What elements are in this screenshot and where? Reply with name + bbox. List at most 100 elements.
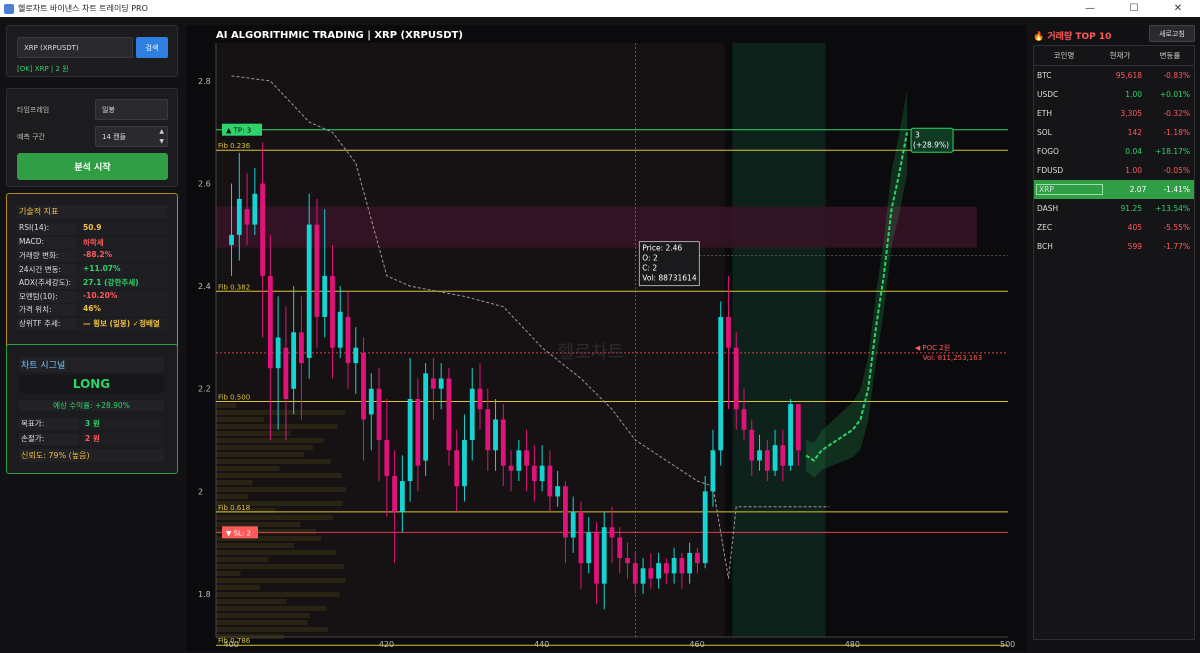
- candle-body: [671, 558, 677, 574]
- coin-change: -0.05%: [1163, 166, 1190, 175]
- candle-body: [337, 311, 343, 348]
- indicator-value: 27.1 (강한추세): [79, 277, 169, 289]
- coin-name: FDUSD: [1037, 166, 1064, 175]
- signal-value: LONG: [19, 375, 164, 393]
- candle-body: [601, 527, 607, 584]
- poc-label: ◀ POC 2원: [915, 343, 950, 352]
- coin-row-bch[interactable]: BCH 599 -1.77%: [1034, 237, 1194, 256]
- stop-value: 2 원: [81, 433, 164, 445]
- candle-body: [749, 429, 755, 461]
- coin-change: -0.32%: [1163, 109, 1190, 118]
- chart-canvas[interactable]: 1.8 2 2.2 2.4 2.6 2.8 400 420 440 460 480 500 Fib 0.…: [186, 25, 1026, 651]
- price-chart[interactable]: 1.8 2 2.2 2.4 2.6 2.8 400 420 440 460 480 500 Fib 0.…: [186, 25, 1026, 651]
- coin-price: 142: [1127, 128, 1142, 137]
- y-tick-label: 2.8: [198, 77, 211, 86]
- indicator-row: MACD: 하락세: [17, 236, 169, 249]
- coin-row-dash[interactable]: DASH 91.25 +13.54%: [1034, 199, 1194, 218]
- indicator-label: 거래량 변화:: [17, 250, 77, 262]
- target-value: 3 원: [81, 418, 164, 430]
- volume-profile-bar: [216, 494, 248, 499]
- candle-body: [345, 316, 351, 364]
- search-input[interactable]: [17, 37, 133, 58]
- forecast-spinbox[interactable]: 14 캔들 ▲ ▼: [95, 126, 168, 147]
- top10-table-header: 코인명 현재가 변동률: [1034, 46, 1194, 66]
- candle-body: [314, 224, 320, 317]
- minimize-button[interactable]: —: [1085, 3, 1095, 14]
- coin-name: ZEC: [1037, 223, 1053, 232]
- coin-change: +13.54%: [1155, 204, 1190, 213]
- volume-profile-bar: [216, 473, 342, 478]
- coin-name: BTC: [1037, 71, 1052, 80]
- candle-body: [469, 388, 475, 441]
- indicator-value: 50.9: [79, 223, 169, 235]
- candle-body: [446, 378, 452, 451]
- candle-body: [500, 419, 506, 466]
- indicator-value: -10.20%: [79, 290, 169, 303]
- forecast-zone: [732, 43, 826, 637]
- coin-row-eth[interactable]: ETH 3,305 -0.32%: [1034, 104, 1194, 123]
- coin-row-fdusd[interactable]: FDUSD 1.00 -0.05%: [1034, 161, 1194, 180]
- volume-profile-bar: [216, 466, 280, 471]
- coin-row-fogo[interactable]: FOGO 0.04 +18.17%: [1034, 142, 1194, 161]
- coin-name: USDC: [1037, 90, 1059, 99]
- coin-change: -1.41%: [1163, 185, 1191, 194]
- col-price[interactable]: 현재가: [1109, 51, 1131, 60]
- coin-row-btc[interactable]: BTC 95,618 -0.83%: [1034, 66, 1194, 85]
- window-title: 헬로차트 바이낸스 차트 트레이딩 PRO: [18, 4, 148, 13]
- coin-price: 91.25: [1120, 204, 1142, 213]
- candle-body: [275, 337, 281, 369]
- candle-body: [632, 563, 638, 584]
- coin-price: 1.00: [1125, 166, 1142, 175]
- indicator-row: 거래량 변화: -88.2%: [17, 250, 169, 262]
- candle-body: [741, 409, 747, 430]
- volume-profile-bar: [216, 459, 331, 464]
- coin-change: -1.18%: [1163, 128, 1190, 137]
- sl-badge: [222, 526, 258, 539]
- candle-body: [454, 450, 460, 487]
- candle-body: [415, 398, 421, 466]
- forecast-band: [806, 90, 908, 478]
- volume-profile-bar: [216, 620, 308, 625]
- analyze-button[interactable]: 분석 시작: [17, 153, 168, 180]
- indicator-row: 상위TF 추세: — 횡보 (일봉) ✓정배열: [17, 317, 169, 330]
- candle-body: [361, 352, 366, 420]
- target-row: 목표가: 3 원: [19, 418, 164, 430]
- refresh-button[interactable]: 새로고침: [1149, 25, 1195, 42]
- spin-down-icon[interactable]: ▼: [159, 138, 164, 145]
- col-name[interactable]: 코인명: [1053, 51, 1075, 60]
- volume-profile-bar: [216, 550, 337, 555]
- col-change[interactable]: 변동률: [1159, 51, 1181, 60]
- coin-change: +18.17%: [1155, 147, 1190, 156]
- coin-row-zec[interactable]: ZEC 405 -5.55%: [1034, 218, 1194, 237]
- target-label: 목표가:: [19, 418, 79, 430]
- candle-body: [563, 486, 568, 538]
- indicator-value: +11.07%: [79, 263, 169, 276]
- candle-body: [267, 275, 273, 369]
- coin-name: SOL: [1037, 128, 1052, 137]
- indicator-label: 가격 위치:: [17, 304, 77, 316]
- coin-change: -5.55%: [1163, 223, 1190, 232]
- indicator-value: — 횡보 (일봉) ✓정배열: [79, 317, 169, 330]
- forecast-line: [805, 132, 909, 462]
- indicator-label: MACD:: [17, 236, 77, 249]
- candle-body: [244, 209, 250, 225]
- candle-body: [384, 440, 390, 476]
- maximize-button[interactable]: ☐: [1129, 3, 1139, 14]
- timeframe-select[interactable]: 일봉: [95, 99, 168, 120]
- volume-profile-bar: [216, 431, 291, 436]
- candle-body: [291, 332, 297, 389]
- indicator-row: 가격 위치: 46%: [17, 304, 169, 316]
- volume-profile-bar: [216, 571, 241, 576]
- coin-row-sol[interactable]: SOL 142 -1.18%: [1034, 123, 1194, 142]
- coin-price: 95,618: [1115, 71, 1142, 80]
- search-button[interactable]: 검색: [136, 37, 168, 58]
- close-button[interactable]: ✕: [1173, 3, 1183, 14]
- coin-row-xrp[interactable]: XRP 2.07 -1.41%: [1034, 180, 1194, 199]
- spin-up-icon[interactable]: ▲: [159, 128, 164, 135]
- coin-row-usdc[interactable]: USDC 1.00 +0.01%: [1034, 85, 1194, 104]
- volume-profile-bar: [216, 529, 317, 534]
- volume-profile-bar: [216, 452, 304, 457]
- indicator-row: 모멘텀(10): -10.20%: [17, 290, 169, 303]
- x-tick-label: 440: [534, 640, 549, 649]
- candle-body: [648, 568, 654, 579]
